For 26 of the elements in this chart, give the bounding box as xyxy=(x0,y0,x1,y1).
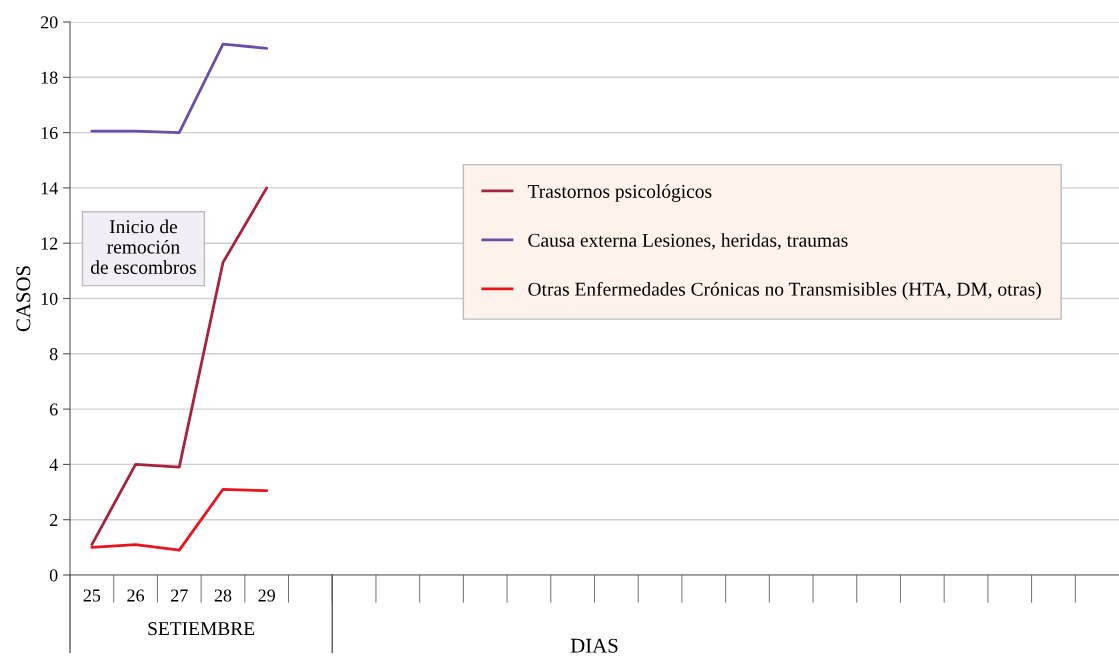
x-tick-label: 26 xyxy=(127,589,145,602)
line-series xyxy=(90,186,269,546)
x-axis-title: DIAS xyxy=(570,638,618,653)
y-tick-label: 12 xyxy=(41,237,58,250)
y-tick-label: 6 xyxy=(49,403,58,416)
annotation: Inicio de remoción de escombros xyxy=(90,219,196,274)
y-tick-label: 4 xyxy=(49,458,58,471)
y-tick-label: 0 xyxy=(49,569,58,582)
x-tick-label: 29 xyxy=(258,589,275,602)
line-series xyxy=(90,487,269,552)
legend-label: Causa externa Lesiones, heridas, traumas xyxy=(528,233,848,250)
y-tick-label: 14 xyxy=(41,182,58,195)
y-tick-label: 8 xyxy=(49,348,58,361)
x-tick-label: 25 xyxy=(83,589,101,602)
y-tick-label: 2 xyxy=(49,514,58,526)
y-tick-label: 10 xyxy=(41,292,58,305)
line-series xyxy=(90,42,269,134)
text: SETIEMBRE xyxy=(148,622,255,636)
legend-label: Otras Enfermedades Crónicas no Transmisibles (HTA, DM, otras) xyxy=(528,281,1041,300)
y-axis-title: CASOS xyxy=(16,266,31,332)
y-tick-label: 16 xyxy=(41,126,58,140)
x-tick-label: 27 xyxy=(171,589,188,602)
y-tick-label: 20 xyxy=(40,16,58,29)
y-tick-label: 18 xyxy=(41,71,58,84)
x-tick-label: 28 xyxy=(214,589,232,602)
legend-label: Trastornos psicológicos xyxy=(527,184,712,202)
